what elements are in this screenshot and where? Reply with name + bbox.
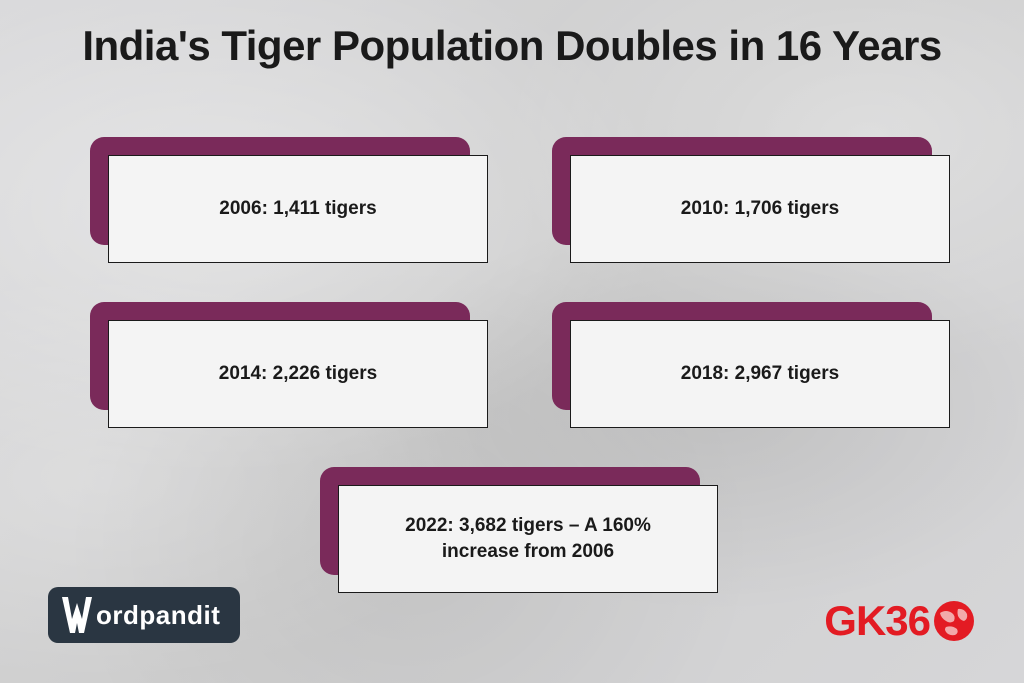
card-label: 2014: 2,226 tigers — [219, 361, 377, 387]
card-face: 2006: 1,411 tigers — [108, 155, 488, 263]
card-face: 2018: 2,967 tigers — [570, 320, 950, 428]
stat-card: 2018: 2,967 tigers — [570, 320, 950, 428]
globe-icon — [932, 599, 976, 643]
stat-card: 2006: 1,411 tigers — [108, 155, 488, 263]
wordpandit-logo: ordpandit — [48, 587, 240, 643]
wordpandit-text: ordpandit — [96, 600, 220, 631]
card-face: 2010: 1,706 tigers — [570, 155, 950, 263]
page-title: India's Tiger Population Doubles in 16 Y… — [0, 0, 1024, 70]
stat-card: 2014: 2,226 tigers — [108, 320, 488, 428]
card-label: 2022: 3,682 tigers – A 160% increase fro… — [367, 513, 689, 564]
wordpandit-w-icon — [62, 597, 92, 633]
stat-card: 2022: 3,682 tigers – A 160% increase fro… — [338, 485, 718, 593]
card-label: 2018: 2,967 tigers — [681, 361, 839, 387]
card-label: 2010: 1,706 tigers — [681, 196, 839, 222]
card-label: 2006: 1,411 tigers — [219, 196, 376, 222]
gk360-logo: GK36 — [824, 597, 976, 645]
gk360-text: GK36 — [824, 597, 930, 645]
card-face: 2022: 3,682 tigers – A 160% increase fro… — [338, 485, 718, 593]
card-face: 2014: 2,226 tigers — [108, 320, 488, 428]
stat-card: 2010: 1,706 tigers — [570, 155, 950, 263]
